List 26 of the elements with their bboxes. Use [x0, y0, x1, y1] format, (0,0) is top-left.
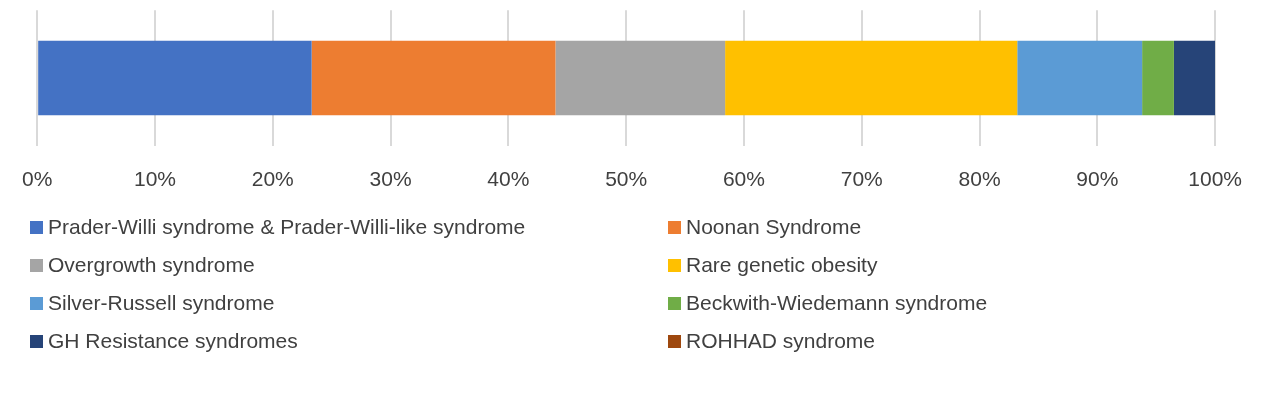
x-tick-label: 50%: [605, 167, 648, 191]
legend-label: Beckwith-Wiedemann syndrome: [686, 291, 988, 315]
bar: [1173, 40, 1216, 116]
x-tick-label: 0%: [22, 167, 53, 191]
legend-label: Prader-Willi syndrome & Prader-Willi-like syndrome: [48, 215, 526, 239]
bar: [38, 40, 312, 116]
x-tick-label: 90%: [1076, 167, 1119, 191]
x-tick-label: 10%: [133, 167, 176, 191]
bar: [1142, 40, 1174, 116]
x-tick-label: 20%: [251, 167, 294, 191]
x-tick-label: 70%: [840, 167, 883, 191]
bar: [725, 40, 1018, 116]
bar: [311, 40, 556, 116]
x-tick-label: 100%: [1188, 167, 1242, 191]
x-tick-label: 60%: [722, 167, 765, 191]
legend-label: Overgrowth syndrome: [48, 253, 255, 277]
legend-label: GH Resistance syndromes: [48, 329, 298, 353]
legend-label: Rare genetic obesity: [686, 253, 878, 277]
legend-label: Silver-Russell syndrome: [48, 291, 275, 315]
x-tick-label: 80%: [958, 167, 1001, 191]
bar: [1017, 40, 1143, 116]
bar: [555, 40, 726, 116]
x-tick-label: 30%: [369, 167, 412, 191]
x-tick-label: 40%: [487, 167, 530, 191]
legend-label: ROHHAD syndrome: [686, 329, 876, 353]
legend-label: Noonan Syndrome: [686, 215, 862, 239]
